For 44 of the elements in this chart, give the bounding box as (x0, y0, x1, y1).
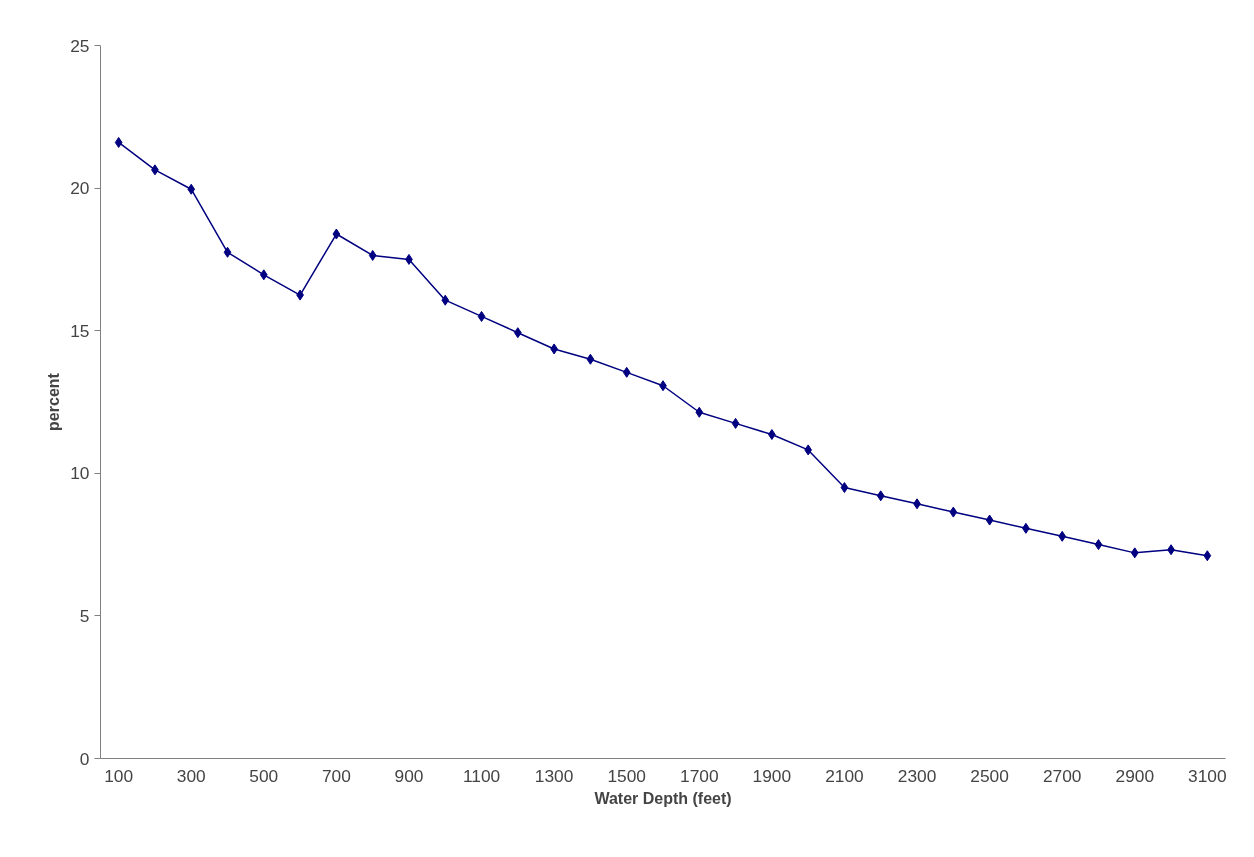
point (368, 249, 377, 261)
point (187, 183, 196, 195)
point (114, 136, 123, 148)
point (223, 246, 232, 258)
point (1094, 539, 1103, 551)
x-tick-label: 300 (176, 765, 206, 786)
x-tick-label: 2900 (1115, 765, 1155, 786)
y-tick-label: 15 (70, 320, 90, 341)
point (876, 490, 885, 502)
point (985, 514, 994, 526)
point (477, 310, 486, 322)
x-tick-label: 1100 (462, 765, 501, 786)
x-tick-label: 500 (249, 765, 279, 786)
x-tick-label: 900 (394, 765, 424, 786)
point (1130, 547, 1139, 559)
x-tick-label: 2700 (1042, 765, 1082, 786)
point (332, 228, 341, 240)
point (1203, 550, 1212, 562)
y-tick-label: 5 (79, 605, 90, 626)
point (622, 366, 631, 378)
point (259, 269, 268, 281)
x-tick-label: 2300 (897, 765, 937, 786)
x-tick-label: 100 (104, 765, 134, 786)
y-tick-label: 0 (79, 748, 90, 769)
y-tick-label: 20 (70, 178, 90, 199)
point (695, 406, 704, 418)
point (586, 353, 595, 365)
y-tick-label: 10 (70, 463, 90, 484)
y-axis-title: percent (45, 372, 63, 431)
y-tick-label: 25 (70, 35, 90, 56)
x-tick-label: 1300 (534, 765, 574, 786)
x-tick-label: 3100 (1188, 765, 1227, 786)
x-tick-label: 2500 (970, 765, 1009, 786)
x-tick-label: 1900 (752, 765, 792, 786)
x-tick-label: 1500 (607, 765, 646, 786)
x-tick-label: 700 (321, 765, 351, 786)
x-axis-title: Water Depth (feet) (594, 789, 732, 807)
x-tick-label: 2100 (825, 765, 864, 786)
point (441, 294, 450, 306)
point (731, 417, 740, 429)
point (840, 482, 849, 494)
x-tick-label: 1700 (680, 765, 719, 786)
point (949, 506, 958, 518)
point (1058, 530, 1067, 542)
